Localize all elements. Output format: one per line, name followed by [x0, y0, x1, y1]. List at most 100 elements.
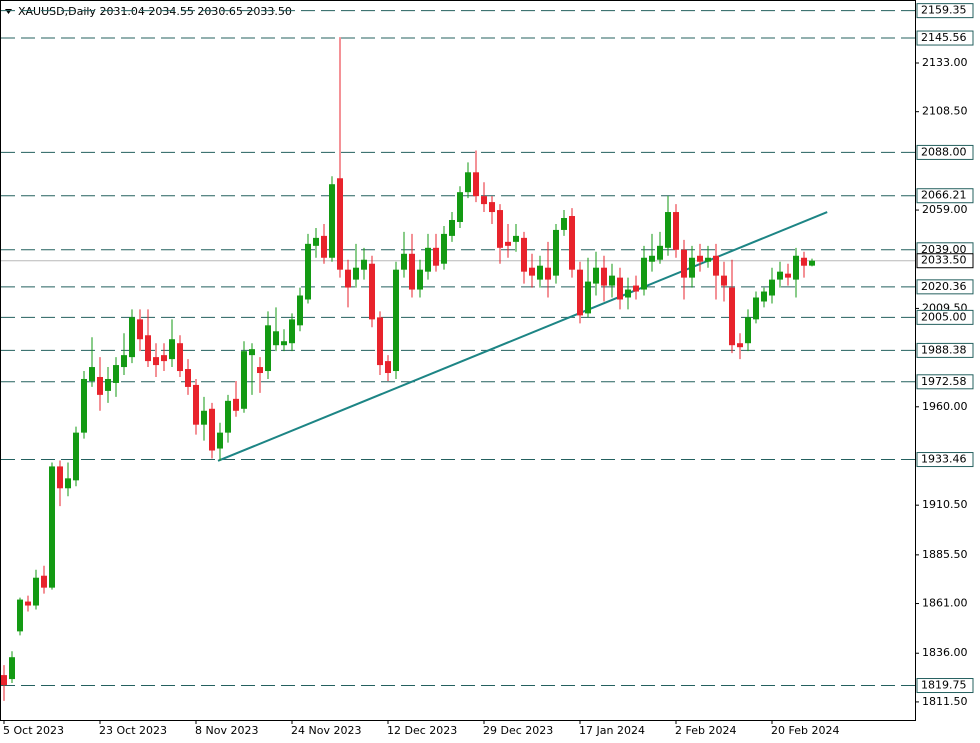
candle-body [697, 255, 703, 262]
level-label: 2020.36 [921, 280, 967, 293]
candle-body [81, 378, 87, 433]
candle-body [313, 237, 319, 246]
level-label: 2145.56 [921, 31, 967, 44]
trendline [217, 211, 828, 462]
level-label-box [916, 144, 974, 160]
level-label: 2066.21 [921, 189, 967, 202]
level-label: 1819.75 [921, 679, 967, 692]
candle-body [121, 355, 127, 368]
x-tick-label: 20 Feb 2024 [771, 724, 839, 737]
level-label: 1972.58 [921, 375, 967, 388]
level-label: 2159.35 [921, 4, 967, 17]
level-label-box [916, 309, 974, 325]
candle-body [417, 269, 423, 290]
candle-body [113, 365, 119, 383]
candle-body [617, 277, 623, 300]
x-tick-label: 23 Oct 2023 [99, 724, 167, 737]
candle-body [793, 255, 799, 280]
candle-body [17, 599, 23, 632]
chart-title: XAUUSD,Daily 2031.04 2034.55 2030.65 203… [18, 5, 292, 18]
level-label: 1988.38 [921, 343, 967, 356]
level-label-box [916, 452, 974, 468]
candle-body [297, 295, 303, 326]
candle-body [433, 247, 439, 266]
candle-body [193, 384, 199, 425]
candle-body [305, 243, 311, 300]
y-tick-label: 1861.00 [922, 597, 968, 610]
candle-body [809, 260, 815, 266]
candle-body [545, 267, 551, 280]
x-tick-label: 29 Dec 2023 [483, 724, 553, 737]
candle-body [33, 577, 39, 606]
candle-body [385, 361, 391, 374]
candle-body [625, 289, 631, 298]
candle-body [769, 279, 775, 296]
candle-body [689, 257, 695, 278]
candle-body [633, 285, 639, 292]
candle-body [529, 267, 535, 276]
candle-body [73, 432, 79, 481]
candle-body [457, 192, 463, 222]
candle-body [185, 369, 191, 387]
level-label: 1933.46 [921, 453, 967, 466]
candle-body [649, 255, 655, 262]
candle-body [441, 233, 447, 264]
candle-body [761, 291, 767, 302]
candle-body [449, 219, 455, 236]
candle-body [465, 172, 471, 193]
candle-body [177, 343, 183, 372]
candle-body [641, 257, 647, 290]
candle-body [553, 229, 559, 276]
candle-body [777, 271, 783, 280]
candle-body [65, 478, 71, 489]
candle-body [369, 263, 375, 320]
candle-body [105, 378, 111, 391]
candle-body [137, 319, 143, 340]
candle-body [593, 267, 599, 284]
candle-body [321, 235, 327, 258]
candle-body [289, 319, 295, 344]
candle-body [49, 466, 55, 588]
candle-body [785, 273, 791, 278]
candle-body [737, 343, 743, 348]
candle-body [145, 335, 151, 362]
x-tick-label: 12 Dec 2023 [387, 724, 457, 737]
candle-body [401, 253, 407, 270]
candle-body [241, 351, 247, 409]
candle-body [561, 218, 567, 230]
level-label: 2005.00 [921, 310, 967, 323]
candle-body [233, 398, 239, 411]
candle-body [257, 367, 263, 374]
candle-body [665, 212, 671, 248]
plot-frame [0, 0, 916, 721]
level-label-box [916, 678, 974, 694]
candle-body [745, 317, 751, 344]
level-label-box [916, 30, 974, 46]
candle-body [409, 253, 415, 290]
level-label: 2088.00 [921, 145, 967, 158]
candle-body [585, 281, 591, 314]
last-price-box [916, 253, 974, 269]
candle-body [505, 241, 511, 246]
candle-body [513, 235, 519, 242]
y-tick-label: 1885.50 [922, 548, 968, 561]
candle-body [361, 259, 367, 270]
candle-body [713, 255, 719, 276]
y-tick-label: 1811.50 [922, 695, 968, 708]
y-tick-label: 2108.50 [922, 105, 968, 118]
candle-body [249, 349, 255, 356]
candle-body [721, 275, 727, 286]
candle-body [393, 269, 399, 372]
candle-body [377, 317, 383, 366]
candle-body [473, 172, 479, 197]
y-tick-label: 1910.50 [922, 498, 968, 511]
candle-body [569, 216, 575, 270]
level-label-box [916, 3, 974, 19]
candle-body [681, 249, 687, 278]
candle-body [89, 367, 95, 381]
candle-body [801, 257, 807, 266]
candle-body [753, 297, 759, 320]
candle-body [353, 267, 359, 280]
candle-body [225, 400, 231, 433]
